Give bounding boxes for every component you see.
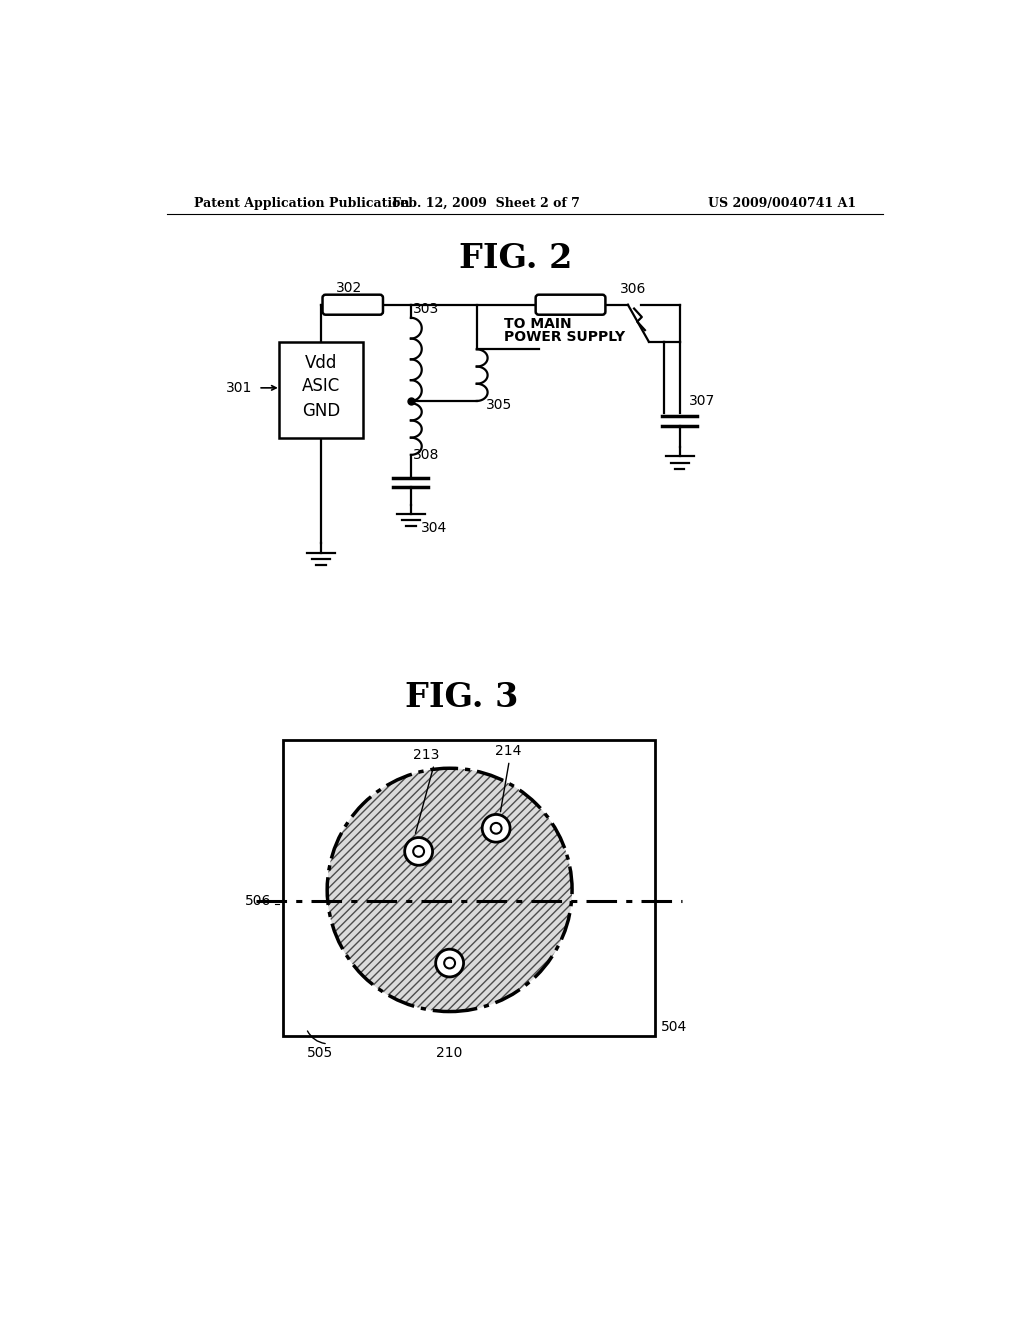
Text: 301: 301 [225,381,252,395]
Bar [283,739,655,1036]
Text: 210: 210 [436,1047,463,1060]
Circle shape [444,958,455,969]
Text: ASIC: ASIC [302,378,340,395]
Text: 308: 308 [414,447,439,462]
FancyBboxPatch shape [323,294,383,314]
Text: 307: 307 [689,393,716,408]
Text: 303: 303 [414,301,439,315]
Text: Feb. 12, 2009  Sheet 2 of 7: Feb. 12, 2009 Sheet 2 of 7 [392,197,580,210]
Circle shape [414,846,424,857]
Text: FIG. 3: FIG. 3 [404,681,518,714]
Text: US 2009/0040741 A1: US 2009/0040741 A1 [709,197,856,210]
Text: 214: 214 [495,744,521,758]
Text: Patent Application Publication: Patent Application Publication [194,197,410,210]
Text: 302: 302 [336,281,362,294]
Text: Vdd: Vdd [305,354,337,372]
Circle shape [328,768,572,1011]
Text: GND: GND [302,403,340,420]
Text: 213: 213 [414,748,439,762]
Circle shape [435,949,464,977]
Bar [280,342,362,438]
Text: 504: 504 [662,1020,687,1034]
Text: 306: 306 [621,282,646,296]
Text: POWER SUPPLY: POWER SUPPLY [504,330,625,345]
Circle shape [328,768,572,1011]
Circle shape [404,837,432,866]
Text: FIG. 2: FIG. 2 [459,242,572,275]
Text: 506: 506 [245,895,271,908]
Text: TO MAIN: TO MAIN [504,317,571,331]
Circle shape [490,822,502,834]
Text: 505: 505 [307,1047,334,1060]
Text: 305: 305 [486,397,512,412]
FancyBboxPatch shape [536,294,605,314]
Circle shape [482,814,510,842]
Text: 304: 304 [421,521,447,535]
